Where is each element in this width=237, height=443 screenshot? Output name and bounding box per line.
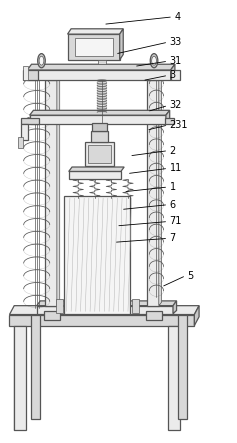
Polygon shape (166, 110, 170, 124)
Polygon shape (173, 301, 177, 314)
Polygon shape (37, 306, 173, 314)
Circle shape (150, 54, 158, 68)
Bar (18, 137, 23, 148)
Bar (88, 145, 111, 163)
Circle shape (152, 56, 156, 65)
Bar (178, 315, 187, 419)
Bar (132, 299, 139, 313)
Bar (21, 118, 39, 124)
Polygon shape (27, 70, 171, 80)
Circle shape (39, 56, 44, 65)
Polygon shape (9, 315, 194, 326)
Bar (23, 66, 28, 80)
Text: 7: 7 (169, 233, 176, 243)
Text: 11: 11 (169, 163, 182, 173)
Bar (14, 326, 26, 430)
Bar (31, 315, 41, 419)
Bar (165, 118, 174, 124)
Bar (21, 124, 28, 140)
Polygon shape (120, 29, 123, 60)
Text: 6: 6 (169, 200, 176, 210)
Polygon shape (30, 110, 170, 115)
Bar (171, 70, 180, 80)
Text: 71: 71 (169, 217, 182, 226)
Text: 33: 33 (169, 37, 182, 47)
Bar (85, 142, 114, 166)
Polygon shape (68, 29, 123, 34)
Bar (56, 299, 63, 313)
Text: 231: 231 (169, 120, 188, 130)
Bar (45, 80, 57, 306)
Text: 5: 5 (187, 271, 193, 280)
Polygon shape (171, 64, 175, 80)
Polygon shape (69, 167, 124, 171)
Bar (91, 131, 108, 142)
Polygon shape (30, 115, 166, 124)
Text: 4: 4 (174, 12, 180, 22)
Polygon shape (9, 306, 199, 315)
Polygon shape (27, 64, 175, 70)
Text: 32: 32 (169, 101, 182, 110)
Polygon shape (68, 34, 120, 60)
Text: 31: 31 (169, 56, 182, 66)
Circle shape (38, 54, 45, 68)
Polygon shape (37, 301, 177, 306)
Text: 3: 3 (169, 70, 176, 80)
Bar (64, 196, 130, 314)
Bar (44, 311, 60, 320)
Bar (92, 123, 107, 131)
Bar (147, 80, 159, 306)
Bar (75, 38, 113, 56)
Bar (98, 60, 106, 64)
Bar (69, 171, 121, 179)
Text: 1: 1 (169, 182, 176, 192)
Text: 2: 2 (169, 146, 176, 155)
Polygon shape (194, 306, 199, 326)
Bar (168, 326, 180, 430)
Bar (23, 70, 38, 80)
Polygon shape (57, 76, 60, 306)
Polygon shape (159, 76, 162, 306)
Bar (146, 311, 162, 320)
